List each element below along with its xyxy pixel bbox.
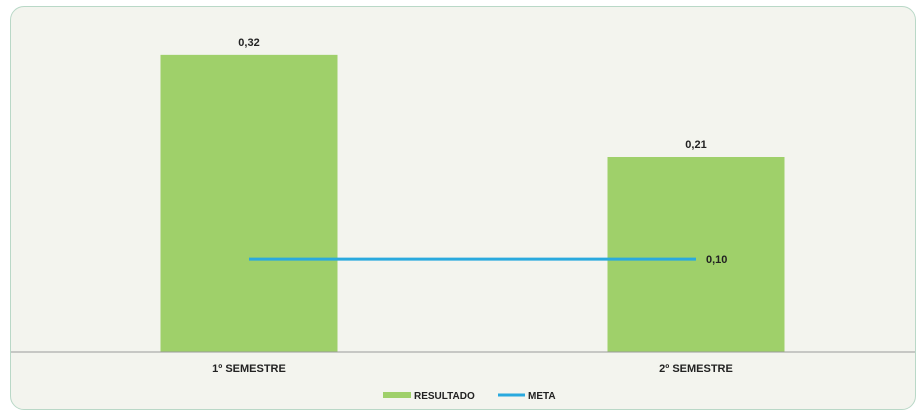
legend-swatch-resultado (383, 392, 411, 398)
bar-2 (607, 157, 785, 352)
chart-card: 0,32 0,21 1º SEMESTRE 2º SEMESTRE 0,10 RESULT… (10, 6, 916, 410)
bar-1 (160, 54, 338, 352)
bar-chart: 0,32 0,21 1º SEMESTRE 2º SEMESTRE 0,10 RESULT… (11, 37, 915, 402)
bar-value-label-1: 0,32 (238, 37, 259, 49)
x-tick-label-1: 1º SEMESTRE (212, 363, 286, 375)
legend-label-resultado: RESULTADO (414, 391, 475, 402)
x-tick-label-2: 2º SEMESTRE (659, 363, 733, 375)
bar-value-label-2: 0,21 (685, 139, 706, 151)
legend-label-meta: META (528, 391, 556, 402)
meta-value-label-2: 0,10 (706, 254, 727, 266)
